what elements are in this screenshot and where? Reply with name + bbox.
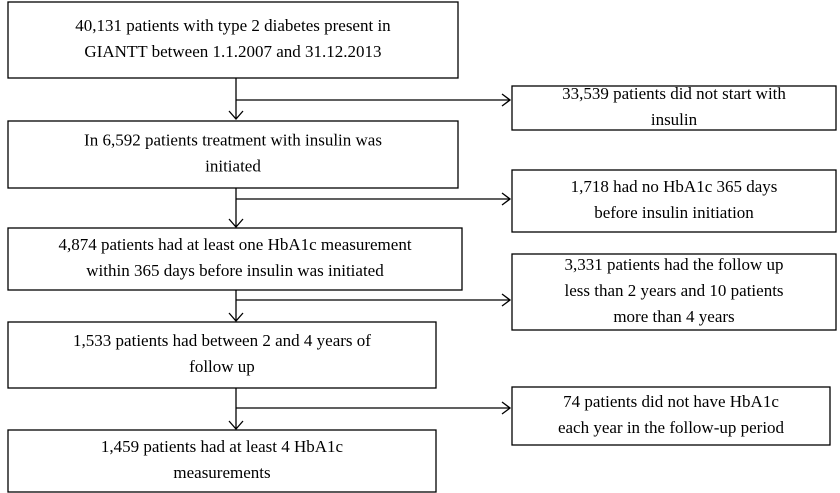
box-text: 1,459 patients had at least 4 HbA1c [101,437,344,456]
arrowhead [228,218,244,228]
arrowhead [501,401,512,415]
arrowhead [228,420,244,430]
box-text: measurements [173,463,270,482]
exclusion-box [511,85,837,131]
box-text: 74 patients did not have HbA1c [563,392,779,411]
step-box [7,120,459,189]
box-text: less than 2 years and 10 patients [564,281,783,300]
box-text: each year in the follow-up period [558,418,785,437]
box-text: 40,131 patients with type 2 diabetes pre… [75,16,391,35]
box-text: 3,331 patients had the follow up [564,255,783,274]
step-box [7,321,437,389]
box-text: initiated [205,156,261,175]
arrowhead [228,312,244,322]
step-box [7,227,463,291]
box-text: 33,539 patients did not start with [562,84,786,103]
box-text: follow up [189,357,255,376]
box-text: GIANTT between 1.1.2007 and 31.12.2013 [84,42,381,61]
connectors [228,78,512,430]
box-text: 4,874 patients had at least one HbA1c me… [58,235,411,254]
arrowhead [501,293,512,307]
arrowhead [228,110,244,120]
box-text: within 365 days before insulin was initi… [86,261,384,280]
box-text: 1,533 patients had between 2 and 4 years… [73,331,371,350]
box-text: insulin [651,110,698,129]
exclusion-box [511,386,831,446]
exclusion-box [511,169,837,233]
box-text: In 6,592 patients treatment with insulin… [84,130,382,149]
arrowhead [501,192,512,206]
box-text: before insulin initiation [594,203,754,222]
box-text: 1,718 had no HbA1c 365 days [571,177,778,196]
exclusion-box [511,253,837,331]
arrowhead [501,93,512,107]
box-text: more than 4 years [613,307,734,326]
step-box [7,1,459,79]
step-box [7,429,437,493]
